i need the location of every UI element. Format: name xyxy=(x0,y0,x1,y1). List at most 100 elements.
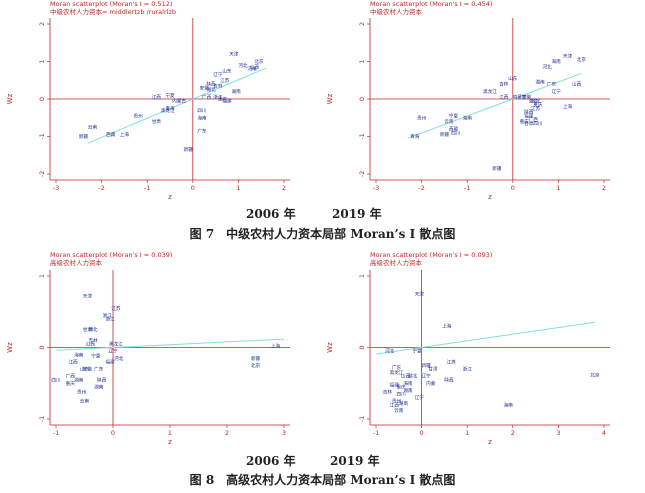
province-point: 甘肃 xyxy=(428,366,438,373)
province-point: 山西 xyxy=(572,81,582,88)
province-point: 福建 xyxy=(390,381,400,388)
province-point: 贵州 xyxy=(417,114,427,121)
province-point: 宁夏 xyxy=(449,112,459,119)
province-point: 广西 xyxy=(202,94,212,101)
y-tick-label: -2 xyxy=(38,171,46,177)
province-point: 辽宁 xyxy=(415,394,425,401)
province-point: 辽宁 xyxy=(552,88,562,95)
x-axis-label: z xyxy=(488,438,492,446)
x-tick-label: -1 xyxy=(53,429,59,437)
province-point: 广东 xyxy=(547,81,557,88)
province-point: 上海 xyxy=(271,343,281,350)
fig8-year-left: 2006 年 xyxy=(246,454,296,468)
moran-panel-4: Moran scatterplot (Moran's I = 0.093)高级农… xyxy=(326,251,610,446)
province-point: 辽宁 xyxy=(108,348,118,355)
province-point: 福建 xyxy=(106,358,116,365)
province-point: 江苏 xyxy=(220,77,230,84)
x-tick-label: 4 xyxy=(602,429,606,437)
panel-subtitle: 中级农村人力资本= middlertzb /ruralrlzb xyxy=(50,7,176,16)
province-point: 贵州 xyxy=(133,112,143,119)
province-point: 湖南 xyxy=(232,88,242,95)
province-point: 湖南 xyxy=(536,79,546,86)
province-point: 湖北 xyxy=(408,373,418,380)
province-point: 陕西 xyxy=(444,376,454,383)
province-point: 海南 xyxy=(74,351,84,358)
panel-title: Moran scatterplot (Moran's I = 0.512) xyxy=(50,0,172,8)
province-point: 浙江 xyxy=(529,97,539,104)
province-point: 广西 xyxy=(66,373,76,380)
y-tick-label: 0 xyxy=(38,97,46,101)
province-point: 海南 xyxy=(504,401,514,408)
province-point: 西藏 xyxy=(449,126,459,133)
y-tick-label: 0 xyxy=(358,345,366,349)
province-point: 吉林 xyxy=(383,388,393,395)
province-point: 福建 xyxy=(524,112,534,119)
province-point: 安徽 xyxy=(83,366,93,373)
y-tick-label: 0 xyxy=(358,97,366,101)
province-point: 浙江 xyxy=(103,312,113,319)
panel-title: Moran scatterplot (Moran's I = 0.093) xyxy=(370,251,492,259)
province-point: 江西 xyxy=(499,94,509,101)
fig7-year-left: 2006 年 xyxy=(246,207,296,221)
province-point: 吉林 xyxy=(499,81,509,88)
y-axis-label: Wz xyxy=(326,342,334,353)
province-point: 四川 xyxy=(396,392,406,398)
province-point: 内蒙 xyxy=(426,380,436,387)
province-point: 北京 xyxy=(251,362,261,369)
province-point: 广东 xyxy=(392,364,402,371)
panel-title: Moran scatterplot (Moran's I = 0.039) xyxy=(50,251,172,259)
province-point: 陕西 xyxy=(206,81,216,88)
province-point: 吉林 xyxy=(213,82,223,89)
province-point: 湖北 xyxy=(88,326,98,333)
fig7-year-right: 2019 年 xyxy=(332,207,382,221)
moran-panel-2: Moran scatterplot (Moran's I = 0.454)中级农… xyxy=(326,0,610,201)
y-tick-label: 1 xyxy=(38,274,46,278)
y-tick-label: -1 xyxy=(38,416,46,422)
province-point: 广东 xyxy=(94,366,104,373)
province-point: 内蒙古 xyxy=(513,94,527,101)
x-tick-label: -3 xyxy=(53,184,59,192)
province-point: 天津 xyxy=(229,51,239,58)
x-tick-label: 2 xyxy=(225,429,229,437)
province-point: 海南 xyxy=(403,380,413,387)
province-point: 重庆 xyxy=(533,101,543,108)
moran-panel-1: Moran scatterplot (Moran's I = 0.512)中级农… xyxy=(6,0,290,201)
fig8-year-right: 2019 年 xyxy=(330,454,380,468)
panel-subtitle: 中级农村人力资本 xyxy=(370,7,423,16)
province-point: 江苏 xyxy=(447,358,457,365)
province-point: 山东 xyxy=(222,67,232,74)
x-tick-label: 1 xyxy=(556,184,560,192)
province-point: 新疆 xyxy=(422,362,432,369)
x-tick-label: -1 xyxy=(144,184,150,192)
province-point: 云南 xyxy=(444,118,454,125)
province-point: 重庆 xyxy=(520,118,530,125)
x-tick-label: -1 xyxy=(464,184,470,192)
x-axis-label: z xyxy=(488,193,492,201)
y-tick-label: 2 xyxy=(38,22,46,26)
y-axis-label: Wz xyxy=(6,93,14,104)
province-point: 上海 xyxy=(442,323,452,330)
province-point: 青海 xyxy=(165,105,175,112)
province-point: 河南 xyxy=(247,66,257,73)
x-tick-label: 0 xyxy=(420,429,424,437)
province-point: 江西 xyxy=(390,401,400,408)
y-axis-label: Wz xyxy=(326,93,334,104)
x-tick-label: 0 xyxy=(191,184,195,192)
province-point: 河北 xyxy=(542,64,552,71)
province-point: 青海 xyxy=(410,133,420,140)
panel-subtitle: 高级农村人力资本 xyxy=(370,258,423,267)
x-tick-label: 0 xyxy=(511,184,515,192)
province-point: 新疆 xyxy=(440,131,450,138)
y-tick-label: -1 xyxy=(358,133,366,139)
province-point: 新疆 xyxy=(492,165,502,172)
province-point: 宁夏 xyxy=(91,353,101,360)
x-tick-label: -2 xyxy=(418,184,424,192)
province-point: 北京 xyxy=(590,371,600,378)
province-point: 贵州 xyxy=(77,388,87,395)
province-point: 陕西 xyxy=(97,376,107,383)
province-point: 甘肃 xyxy=(524,120,534,127)
province-point: 广东 xyxy=(197,127,207,134)
province-point: 宁夏 xyxy=(412,348,422,355)
province-point: 湖北 xyxy=(206,86,216,93)
